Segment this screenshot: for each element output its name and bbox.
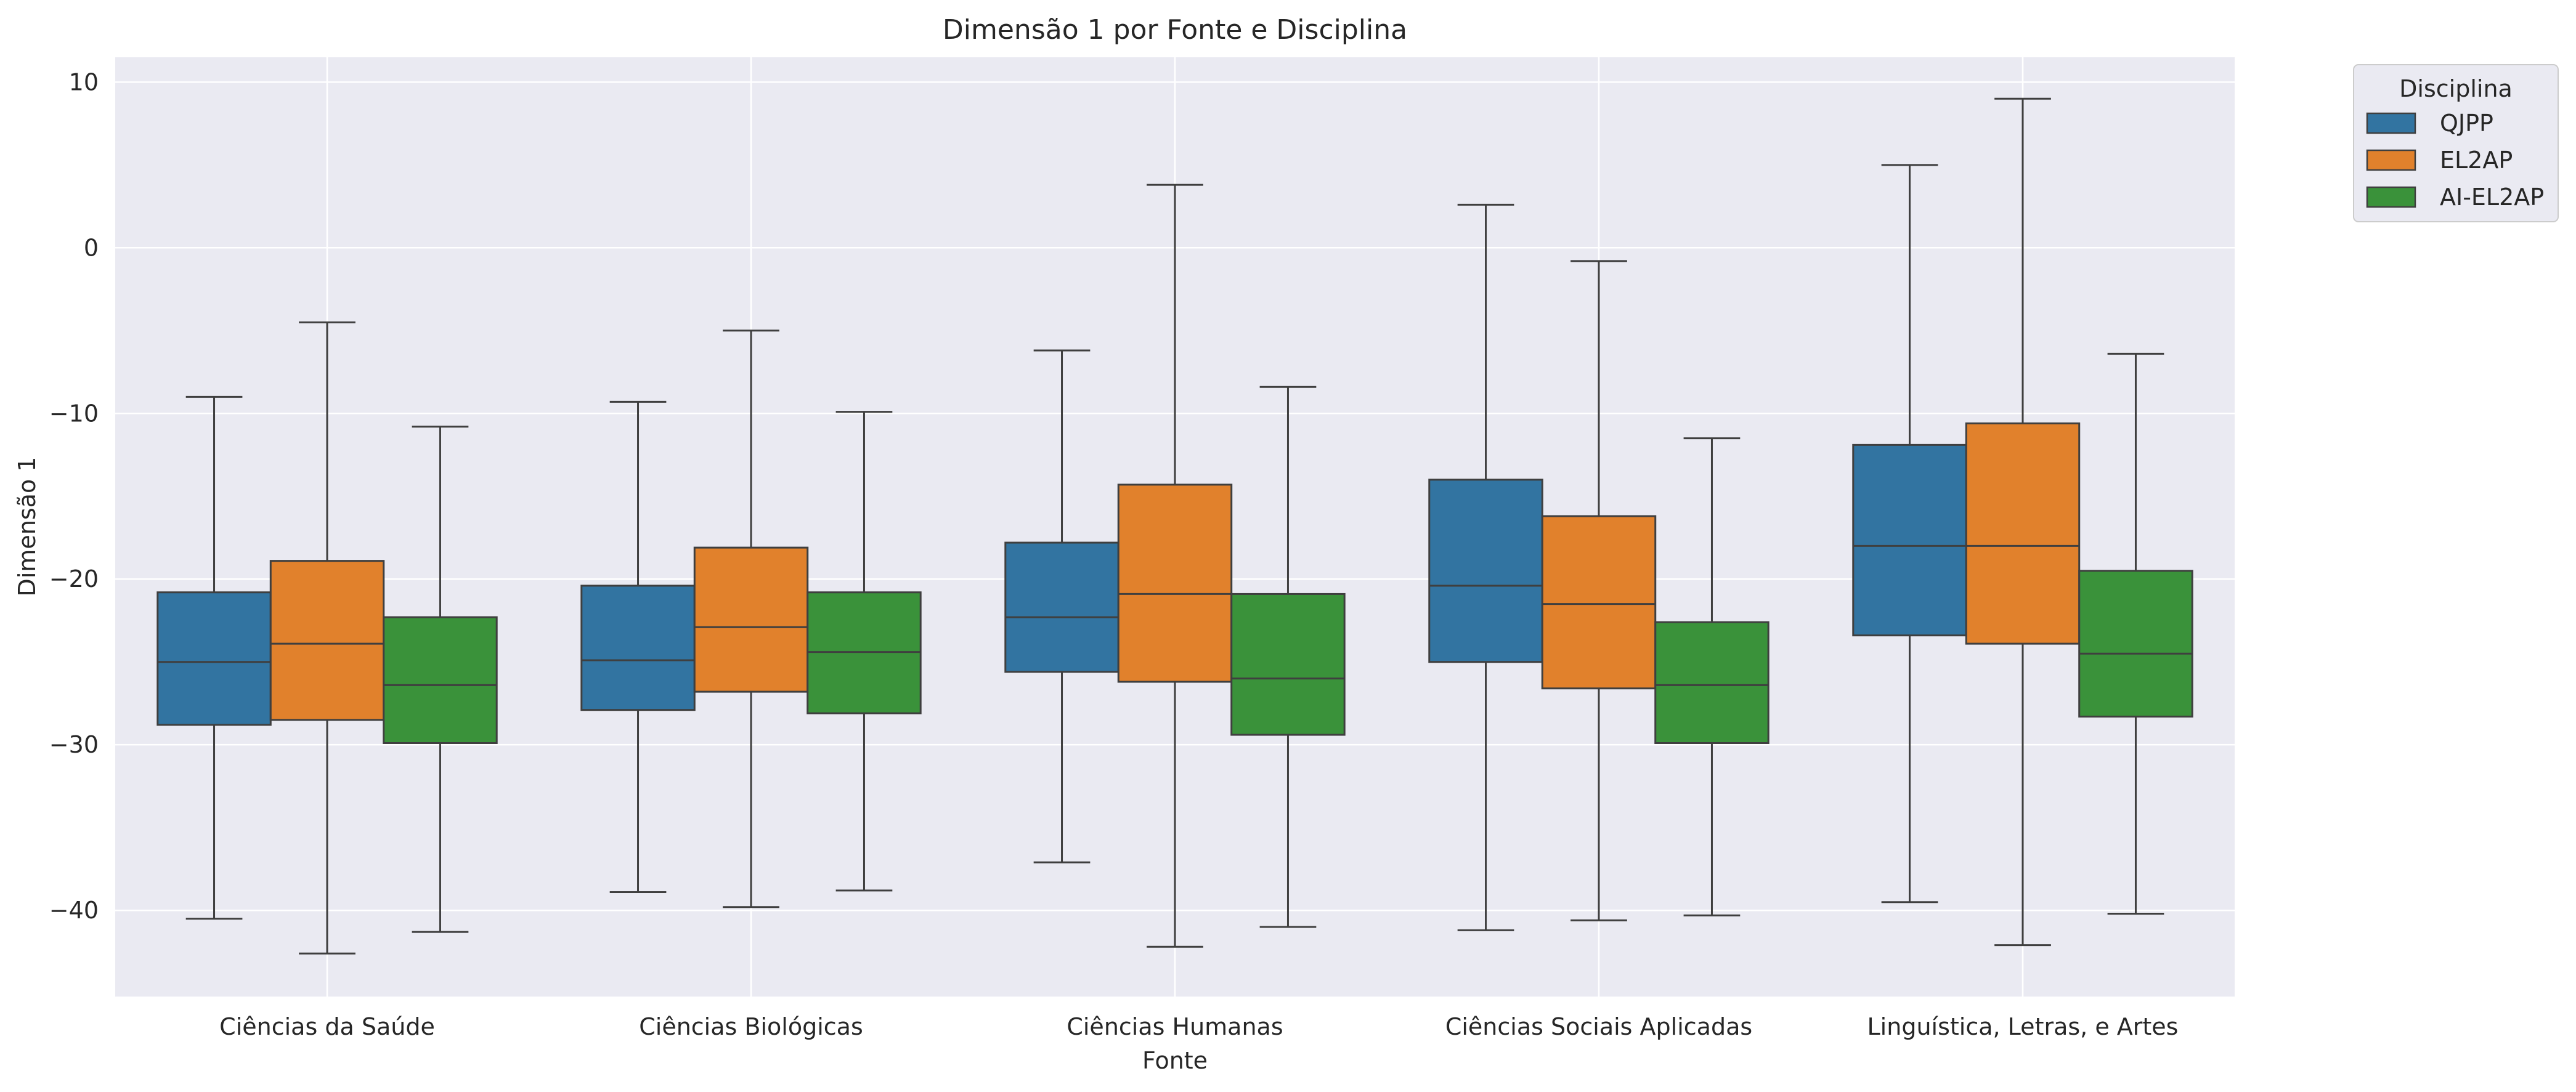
x-tick-label: Linguística, Letras, e Artes — [1867, 1013, 2179, 1040]
box-iqr — [1541, 515, 1657, 690]
x-tick-label: Ciências Sociais Aplicadas — [1445, 1013, 1752, 1040]
box-iqr — [156, 591, 272, 726]
box-qjpp-4 — [1852, 164, 1967, 904]
box-iqr — [1654, 621, 1769, 744]
box-iqr — [1230, 593, 1346, 736]
box-iqr — [1965, 422, 2081, 645]
legend: Disciplina QJPP EL2AP AI-EL2AP — [2353, 64, 2559, 222]
box-qjpp-0 — [156, 395, 272, 920]
y-tick-label: −30 — [49, 731, 99, 758]
box-iqr — [1428, 479, 1543, 663]
box-iqr — [383, 616, 498, 744]
box-iqr — [1852, 443, 1967, 637]
chart-title: Dimensão 1 por Fonte e Disciplina — [943, 14, 1407, 46]
y-tick-label: −10 — [49, 400, 99, 427]
box-iqr — [693, 546, 809, 693]
box-groups — [156, 97, 2193, 955]
box-iqr — [580, 584, 696, 711]
y-tick-label: 10 — [69, 68, 99, 95]
box-qjpp-1 — [580, 400, 696, 894]
box-qjpp-2 — [1004, 349, 1119, 863]
legend-swatch-ai-el2ap — [2366, 186, 2416, 208]
x-tick-labels: Ciências da Saúde Ciências Biológicas Ciên… — [219, 1013, 2178, 1040]
box-ai-el2ap-0 — [383, 426, 498, 933]
box-iqr — [2078, 570, 2193, 718]
box-ai-el2ap-4 — [2078, 352, 2193, 915]
x-tick-label: Ciências Biológicas — [639, 1013, 863, 1040]
box-el2ap-3 — [1541, 260, 1657, 921]
box-ai-el2ap-2 — [1230, 386, 1346, 928]
box-ai-el2ap-3 — [1654, 437, 1769, 916]
legend-swatch-el2ap — [2366, 149, 2416, 171]
box-el2ap-4 — [1965, 97, 2081, 947]
x-tick-label: Ciências Humanas — [1067, 1013, 1283, 1040]
legend-entries: QJPP EL2AP AI-EL2AP — [2366, 110, 2544, 211]
y-axis-label: Dimensão 1 — [14, 457, 41, 597]
legend-swatch-qjpp — [2366, 112, 2416, 134]
box-qjpp-3 — [1428, 203, 1543, 931]
box-el2ap-1 — [693, 330, 809, 908]
y-tick-labels: 10 0 −10 −20 −30 −40 — [49, 68, 99, 924]
legend-label-ai-el2ap: AI-EL2AP — [2440, 184, 2544, 211]
legend-label-el2ap: EL2AP — [2440, 147, 2513, 174]
box-ai-el2ap-1 — [807, 411, 922, 892]
y-tick-label: −40 — [49, 897, 99, 924]
x-axis-label: Fonte — [1142, 1047, 1208, 1074]
box-iqr — [1117, 483, 1233, 683]
legend-frame — [2353, 64, 2559, 222]
box-el2ap-2 — [1117, 184, 1233, 948]
y-tick-label: 0 — [84, 234, 99, 261]
box-iqr — [269, 560, 385, 721]
x-tick-label: Ciências da Saúde — [219, 1013, 435, 1040]
legend-title: Disciplina — [2399, 75, 2513, 102]
legend-label-qjpp: QJPP — [2440, 110, 2493, 137]
box-iqr — [1004, 541, 1119, 673]
y-tick-label: −20 — [49, 565, 99, 593]
